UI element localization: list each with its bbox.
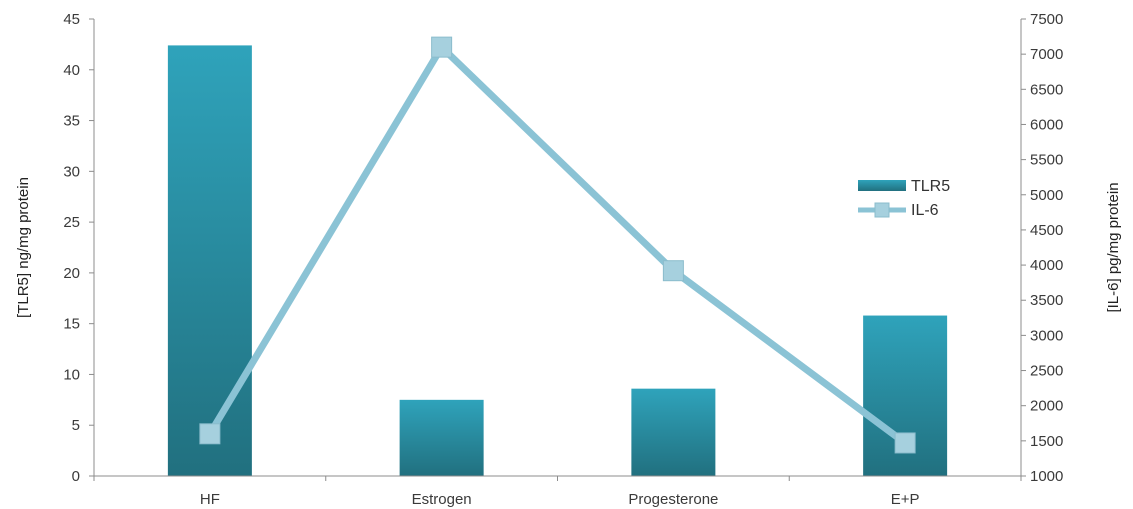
right-tick-label: 5500 — [1030, 152, 1063, 169]
right-tick-label: 2500 — [1030, 363, 1063, 380]
il6-line-series — [199, 36, 916, 454]
right-tick-label: 7000 — [1030, 46, 1063, 63]
left-tick-label: 35 — [63, 113, 80, 130]
bar-estrogen — [399, 399, 484, 476]
right-y-axis-title: [IL-6] pg/mg protein — [1105, 182, 1122, 312]
axis-ticks: 0 5 10 15 20 25 30 35 40 45 1000 1500 2000 2500 3000 35… — [63, 11, 1063, 508]
right-tick-label: 4000 — [1030, 257, 1063, 274]
legend-label-il6: IL-6 — [911, 202, 939, 219]
right-tick-label: 6000 — [1030, 116, 1063, 133]
bar-hf — [167, 45, 252, 476]
right-tick-label: 3500 — [1030, 292, 1063, 309]
legend-label-tlr5: TLR5 — [911, 178, 950, 195]
left-tick-label: 45 — [63, 11, 80, 28]
left-tick-label: 40 — [63, 62, 80, 79]
right-tick-label: 4500 — [1030, 222, 1063, 239]
left-tick-label: 0 — [72, 468, 80, 485]
bar-progesterone — [631, 388, 716, 476]
x-tick-label: HF — [200, 491, 220, 508]
right-tick-label: 7500 — [1030, 11, 1063, 28]
right-tick-label: 2000 — [1030, 398, 1063, 415]
legend-swatch-il6-marker — [874, 202, 890, 218]
il6-point-progesterone — [662, 260, 684, 282]
left-tick-label: 10 — [63, 366, 80, 383]
legend-swatch-tlr5 — [858, 180, 906, 191]
tlr5-bars — [167, 45, 948, 476]
right-tick-label: 3000 — [1030, 327, 1063, 344]
left-tick-label: 15 — [63, 316, 80, 333]
right-tick-label: 1000 — [1030, 468, 1063, 485]
left-tick-label: 5 — [72, 417, 80, 434]
x-tick-label: Progesterone — [628, 491, 718, 508]
il6-point-e-p — [894, 432, 916, 454]
left-tick-label: 25 — [63, 214, 80, 231]
left-tick-label: 20 — [63, 265, 80, 282]
left-y-axis-title: [TLR5] ng/mg protein — [15, 177, 32, 318]
legend: TLR5 IL-6 — [858, 178, 950, 219]
x-tick-label: E+P — [891, 491, 920, 508]
x-tick-label: Estrogen — [412, 491, 472, 508]
right-tick-label: 6500 — [1030, 81, 1063, 98]
right-tick-label: 5000 — [1030, 187, 1063, 204]
il6-point-hf — [199, 423, 221, 445]
il6-point-estrogen — [431, 36, 453, 58]
il6-line — [206, 43, 909, 447]
left-tick-label: 30 — [63, 163, 80, 180]
right-tick-label: 1500 — [1030, 433, 1063, 450]
